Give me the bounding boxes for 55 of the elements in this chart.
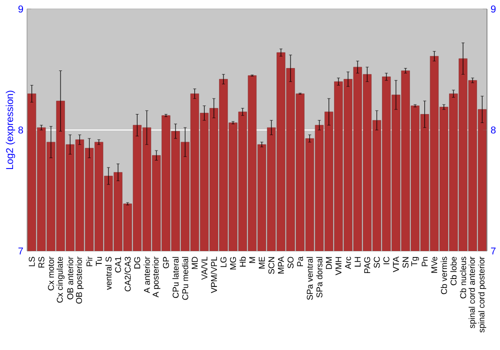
- x-tick-label: MVe: [431, 256, 438, 273]
- x-tick-label: OB posterior: [76, 256, 84, 304]
- x-tick-label: A posterior: [152, 256, 160, 298]
- x-tick-label: Pir: [86, 256, 92, 266]
- x-tick-label: CPu medial: [182, 257, 188, 300]
- y2-tick-label: 7: [491, 248, 496, 254]
- x-tick-label: VMH: [336, 257, 342, 276]
- x-tick-label: SC: [374, 256, 380, 268]
- x-tick-label: Hb: [240, 256, 246, 267]
- x-tick-label: SCN: [268, 257, 274, 274]
- x-tick-label: LG: [220, 257, 226, 268]
- y-axis-title: Log2 (expression): [6, 90, 16, 170]
- x-tick-label: A anterior: [144, 256, 150, 294]
- x-tick-label: spinal cord posterior: [478, 256, 486, 332]
- y2-tick-label: 8: [490, 126, 496, 134]
- y-tick-label: 7: [18, 248, 23, 254]
- x-tick-label: OB anterior: [67, 256, 74, 300]
- x-tick-label: LH: [354, 257, 361, 267]
- x-tick-label: CPu lateral: [172, 257, 179, 298]
- x-tick-label: MPA: [278, 256, 284, 274]
- x-tick-label: SO: [288, 256, 294, 268]
- x-tick-label: VPM/VPL: [210, 256, 217, 294]
- x-tick-label: Cb nucleus: [460, 256, 466, 298]
- x-tick-label: SPa dorsal: [316, 257, 322, 298]
- x-tick-label: DG: [134, 257, 140, 268]
- x-tick-label: MD: [192, 256, 198, 269]
- y-tick-label: 9: [18, 5, 24, 13]
- x-tick-label: Pa: [297, 256, 304, 266]
- x-tick-label: SN: [402, 257, 409, 268]
- x-tick-label: PAG: [364, 257, 370, 274]
- x-tick-label: ventral S: [105, 256, 112, 290]
- x-tick-label: SPa ventral: [306, 257, 313, 300]
- x-tick-label: RS: [38, 256, 44, 268]
- x-tick-label: Cb vermis: [440, 256, 447, 294]
- x-tick-label: CA2/CA3: [124, 256, 131, 292]
- x-tick-label: spinal cord anterior: [468, 256, 477, 328]
- x-tick-label: Arc: [345, 256, 351, 270]
- y2-tick-label: 9: [491, 5, 496, 13]
- x-tick-label: Cb lobe: [450, 256, 457, 286]
- x-tick-label: M: [249, 257, 256, 263]
- x-tick-label: LS: [28, 256, 35, 266]
- x-tick-label: Pn: [422, 257, 428, 266]
- x-tick-label: Tu: [96, 257, 102, 266]
- x-tick-label: ME: [258, 256, 265, 268]
- x-tick-label: GP: [162, 256, 169, 268]
- x-tick-label: IC: [383, 256, 390, 264]
- x-tick-label: Cx cingulate: [56, 256, 64, 303]
- y-tick-label: 8: [18, 126, 24, 134]
- x-tick-label: Tg: [411, 256, 419, 266]
- x-tick-label: MG: [230, 257, 236, 270]
- x-tick-label: VA/VL: [201, 256, 208, 280]
- x-tick-label: DM: [326, 257, 332, 269]
- x-tick-label: VTA: [393, 256, 399, 272]
- x-tick-label: CA1: [115, 256, 122, 272]
- x-tick-label: Cx motor: [48, 256, 54, 290]
